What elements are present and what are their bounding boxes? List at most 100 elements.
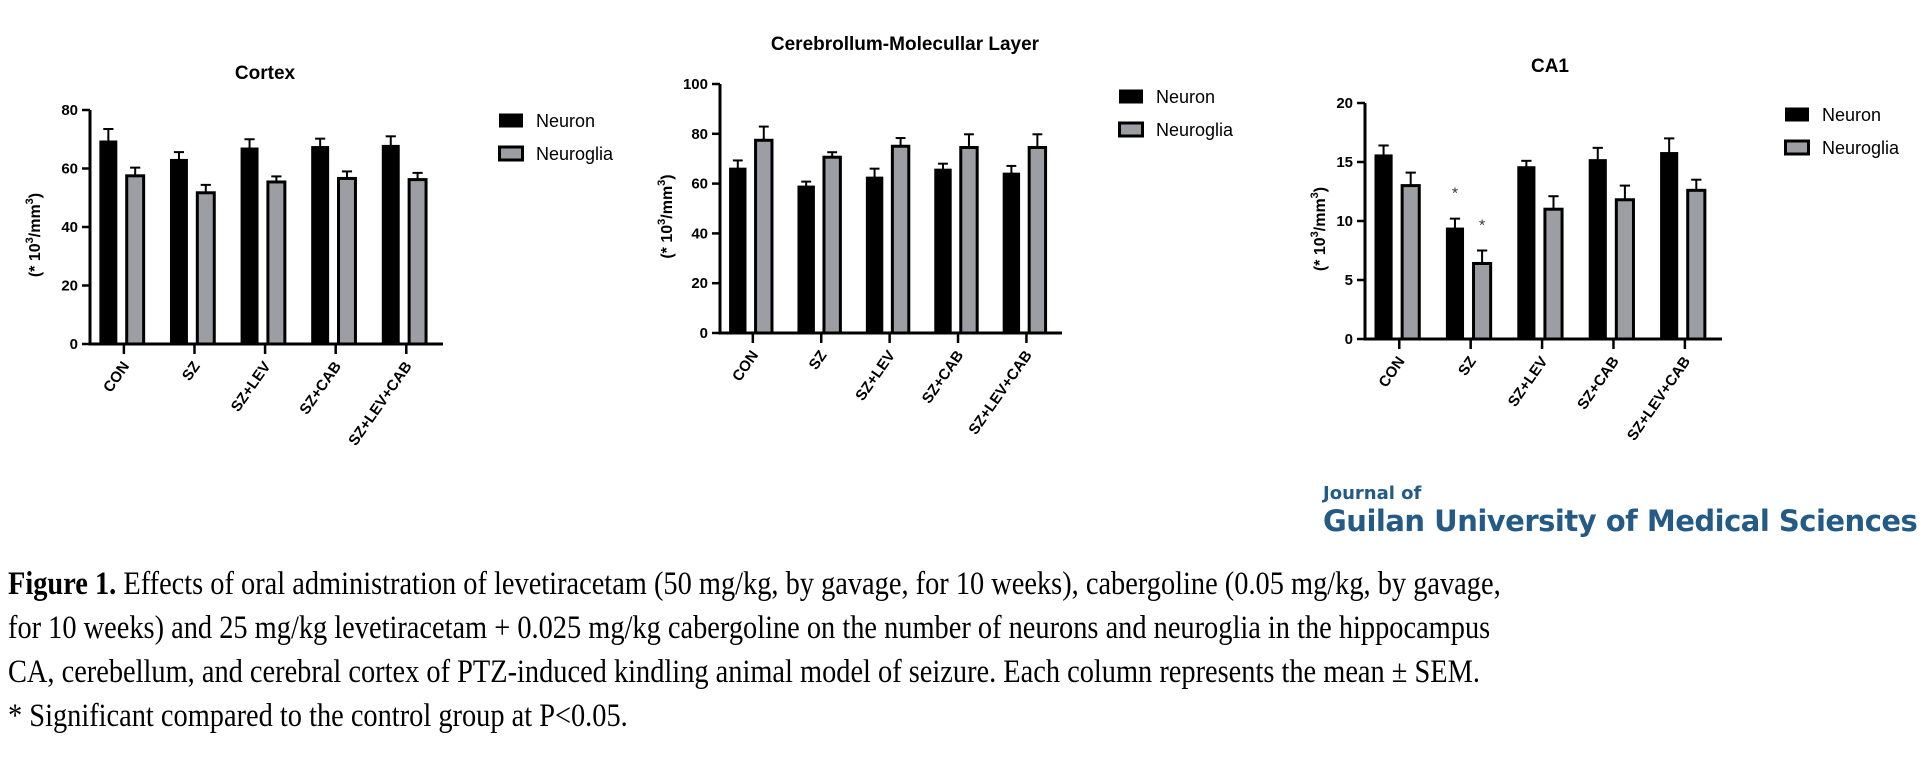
y-tick-label: 15 — [1336, 154, 1353, 171]
x-tick-label: SZ+CAB — [919, 347, 968, 406]
bar-neuroglia — [337, 176, 357, 346]
bar-neuroglia — [1543, 207, 1564, 341]
y-tick-label: 40 — [691, 225, 708, 242]
x-tick-label: SZ — [1455, 354, 1480, 379]
legend-swatch-neuron — [1119, 89, 1143, 104]
y-label-part: /mm — [659, 186, 676, 219]
y-label-part: ) — [27, 193, 44, 198]
y-tick-label: 20 — [1336, 95, 1353, 112]
caption-line-2: for 10 weeks) and 25 mg/kg levetiracetam… — [8, 610, 1491, 646]
x-tick-label: SZ+CAB — [1574, 353, 1623, 412]
bar-neuroglia — [407, 178, 428, 346]
y-label-sup: 3 — [24, 198, 36, 204]
y-tick-label: 0 — [1345, 331, 1353, 348]
bar-neuron — [99, 140, 118, 345]
significance-marker: * — [1452, 186, 1458, 203]
y-tick-label: 60 — [691, 176, 708, 193]
y-tick-label: 10 — [1336, 213, 1353, 230]
bar-neuroglia — [1027, 145, 1048, 335]
bar-neuron — [240, 147, 259, 345]
x-tick-label: SZ+CAB — [296, 358, 345, 417]
y-label-sup: 3 — [1309, 192, 1321, 198]
bar-neuroglia — [1472, 261, 1493, 341]
y-tick-label: 0 — [70, 336, 78, 353]
bar-neuron — [1445, 227, 1465, 340]
y-tick-label: 80 — [61, 102, 78, 119]
x-tick-label: SZ+LEV — [228, 359, 275, 416]
bar-neuroglia — [195, 191, 216, 346]
x-tick-label: SZ — [806, 348, 831, 373]
x-tick-label: SZ+LEV+CAB — [345, 358, 415, 448]
y-tick-label: 20 — [691, 275, 708, 292]
chart-title: Cerebrollum-Molecullar Layer — [771, 34, 1040, 55]
y-tick-label: 0 — [700, 325, 708, 342]
y-axis-label: (* 103/mm3) — [24, 193, 44, 277]
bar-neuron — [381, 144, 400, 345]
legend-label: Neuroglia — [1156, 120, 1234, 140]
y-label-part: /mm — [1312, 198, 1329, 231]
y-label-part: (* 10 — [27, 243, 44, 277]
bar-neuroglia — [1614, 198, 1635, 341]
y-label-part: (* 10 — [659, 225, 676, 259]
legend-label: Neuron — [1156, 87, 1215, 107]
bar-neuron — [1660, 152, 1679, 340]
x-tick-label: SZ+LEV+CAB — [1624, 353, 1694, 443]
y-label-sup: 3 — [656, 219, 668, 225]
y-label-sup: 3 — [656, 180, 668, 186]
y-label-part: (* 10 — [1312, 237, 1329, 271]
chart-title: CA1 — [1531, 56, 1569, 77]
x-tick-label: SZ — [179, 359, 204, 384]
legend-label: Neuron — [536, 111, 595, 131]
y-label-sup: 3 — [1309, 231, 1321, 237]
bar-neuron — [1374, 154, 1393, 340]
bar-neuron — [1002, 172, 1021, 334]
bar-neuroglia — [822, 155, 842, 335]
y-tick-label: 60 — [61, 161, 78, 178]
bar-neuron — [865, 176, 884, 334]
y-tick-label: 20 — [61, 278, 78, 295]
bar-neuroglia — [959, 145, 979, 335]
legend-label: Neuron — [1822, 105, 1881, 125]
bar-neuroglia — [1686, 188, 1707, 341]
chart-panel-2: Cerebrollum-Molecullar Layer 0 20 40 60 80 100… — [656, 34, 1234, 438]
legend-swatch-neuroglia — [1784, 139, 1810, 156]
legend-label: Neuroglia — [536, 144, 614, 164]
legend-swatch-neuron — [1785, 107, 1809, 122]
y-label-part: ) — [659, 174, 676, 179]
bar-neuron — [729, 167, 747, 334]
y-tick-label: 80 — [691, 126, 708, 143]
journal-logo: Journal of Guilan University of Medical … — [1323, 483, 1918, 539]
bar-neuroglia — [890, 144, 911, 335]
x-tick-label: SZ+LEV — [1505, 354, 1552, 411]
y-tick-label: 5 — [1345, 272, 1353, 289]
bar-neuron — [797, 185, 815, 334]
y-tick-label: 40 — [61, 219, 78, 236]
y-label-sup: 3 — [24, 237, 36, 243]
bar-neuroglia — [125, 174, 146, 346]
bar-neuron — [169, 158, 188, 345]
y-tick-label: 100 — [683, 76, 708, 93]
legend-swatch-neuroglia — [498, 145, 524, 162]
y-label-part: ) — [1312, 187, 1329, 192]
logo-line-2: Guilan University of Medical Sciences — [1323, 504, 1918, 538]
y-label-part: /mm — [27, 204, 44, 237]
x-tick-label: CON — [100, 359, 133, 396]
bar-neuroglia — [1400, 184, 1421, 341]
x-tick-label: CON — [1375, 354, 1408, 391]
bar-neuroglia — [266, 180, 287, 346]
legend-label: Neuroglia — [1822, 138, 1900, 158]
bar-neuron — [934, 168, 952, 334]
significance-marker: * — [1479, 218, 1485, 235]
y-axis-label: (* 103/mm3) — [656, 174, 676, 258]
x-tick-label: SZ+LEV+CAB — [965, 347, 1035, 437]
legend-swatch-neuroglia — [1118, 121, 1144, 138]
figure-caption: Figure 1. Effects of oral administration… — [8, 562, 1917, 738]
caption-line-1: Figure 1. Effects of oral administration… — [8, 562, 1917, 606]
bar-neuron — [311, 146, 330, 345]
logo-line-1: Journal of — [1323, 483, 1422, 504]
caption-label: Figure 1. — [8, 566, 117, 602]
caption-line-4: * Significant compared to the control gr… — [8, 698, 628, 734]
y-axis-label: (* 103/mm3) — [1309, 187, 1329, 271]
